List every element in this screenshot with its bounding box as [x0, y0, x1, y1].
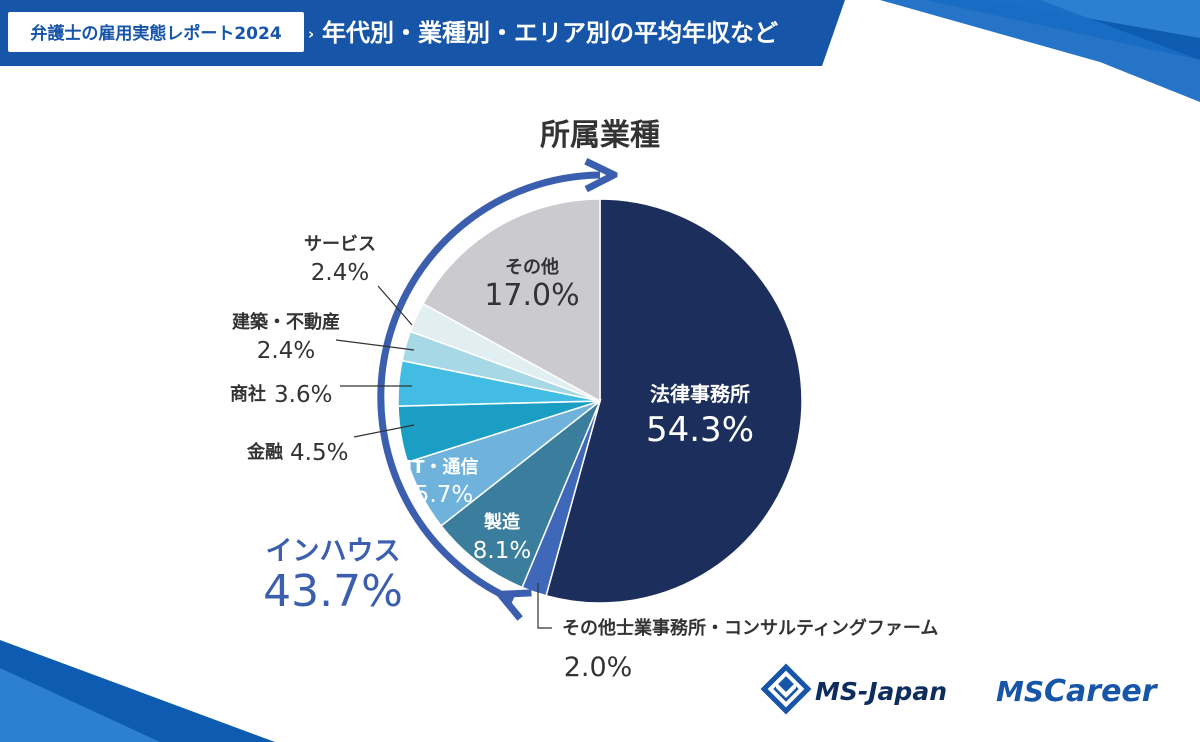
slice-value-trading: 3.6%: [274, 382, 332, 408]
ms-career-rest: Career: [1044, 674, 1159, 709]
slice-label-finance: 金融: [246, 441, 283, 463]
inhouse-arrow: [377, 175, 600, 600]
slice-label-it: IT・通信: [406, 456, 479, 478]
header-title: 年代別・業種別・エリア別の平均年収など: [322, 19, 778, 47]
inhouse-value: 43.7%: [263, 566, 403, 617]
slice-value-finance: 4.5%: [290, 440, 348, 466]
slice-value-manufacturing: 8.1%: [473, 538, 531, 564]
slice-value-it: 5.7%: [415, 482, 473, 508]
ms-japan-logo: MS-Japan: [760, 663, 947, 715]
slice-value-construction: 2.4%: [257, 338, 315, 364]
slice-label-trading: 商社: [230, 383, 266, 405]
slice-label-construction: 建築・不動産: [232, 311, 340, 333]
ms-career-ms: MS: [996, 675, 1044, 708]
slice-label-other-firm: その他士業事務所・コンサルティングファーム: [562, 617, 938, 639]
slice-label-manufacturing: 製造: [483, 511, 520, 533]
svg-text:MSCareer: MSCareer: [996, 674, 1159, 709]
slice-value-law-firm: 54.3%: [646, 410, 754, 450]
chart-title: 所属業種: [540, 118, 660, 153]
chevron-right-icon: ›: [308, 25, 314, 43]
slice-value-service: 2.4%: [311, 260, 369, 286]
ms-career-logo: MSCareer: [996, 674, 1159, 709]
slice-value-other-firm: 2.0%: [564, 652, 633, 683]
ms-japan-mark-icon: [760, 663, 812, 715]
header-banner: 弁護士の雇用実態レポート2024 › 年代別・業種別・エリア別の平均年収など: [0, 0, 845, 66]
slice-label-law-firm: 法律事務所: [650, 382, 750, 406]
leader-line-service: [377, 285, 413, 326]
slice-value-other: 17.0%: [484, 278, 579, 313]
slice-label-service: サービス: [304, 234, 376, 255]
leader-line-construction: [335, 339, 415, 351]
leader-lines: [335, 285, 552, 629]
header-badge-bg: [8, 12, 304, 52]
inhouse-label: インハウス: [266, 536, 401, 567]
ms-japan-wordmark: MS-Japan: [815, 677, 947, 706]
slice-label-other: その他: [505, 256, 559, 278]
leader-line-other-firm: [537, 583, 552, 629]
leader-line-finance: [353, 424, 415, 438]
header-badge: 弁護士の雇用実態レポート2024: [30, 23, 281, 44]
top-right-stripes: [880, 0, 1200, 102]
bottom-left-stripes: [0, 640, 275, 742]
